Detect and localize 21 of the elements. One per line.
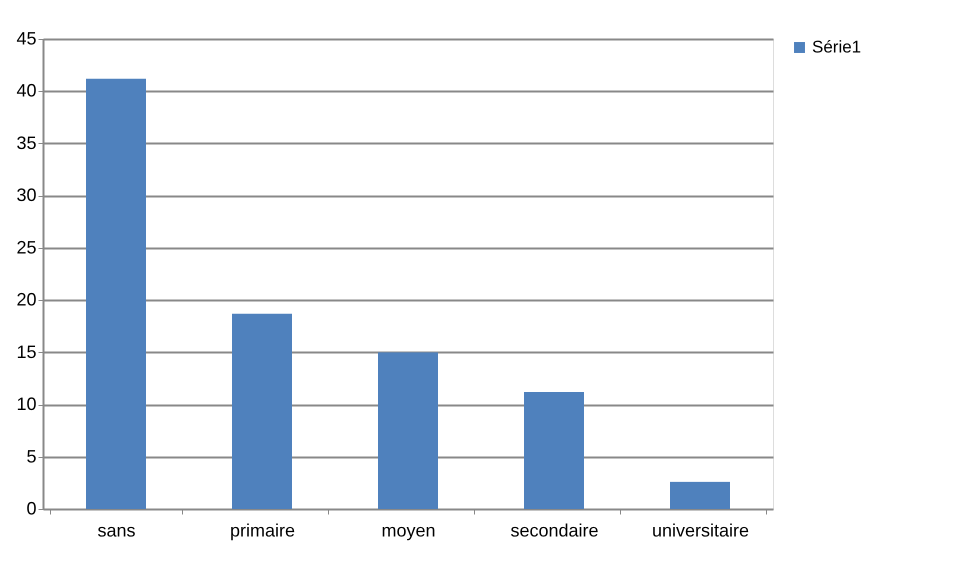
x-tick-label: moyen: [381, 520, 436, 540]
y-tick-label: 20: [16, 290, 36, 310]
x-tick-label: secondaire: [510, 520, 599, 540]
y-tick-label: 40: [16, 80, 36, 101]
x-tick-label: universitaire: [652, 520, 750, 540]
y-tick-label: 15: [16, 342, 36, 362]
bar: [378, 352, 438, 509]
y-tick-label: 0: [26, 498, 36, 518]
x-tick-label: sans: [97, 520, 136, 540]
bar: [232, 314, 292, 509]
x-tick-label: primaire: [230, 520, 296, 540]
y-tick-label: 45: [16, 28, 36, 48]
bar: [524, 392, 584, 509]
bar: [86, 78, 146, 509]
y-tick-label: 25: [16, 237, 36, 258]
legend-label: Série1: [812, 38, 862, 56]
y-tick-label: 30: [16, 185, 36, 206]
y-tick-label: 10: [16, 394, 36, 414]
bar: [670, 482, 730, 509]
y-tick-label: 35: [16, 132, 36, 153]
y-tick-label: 5: [26, 446, 36, 466]
